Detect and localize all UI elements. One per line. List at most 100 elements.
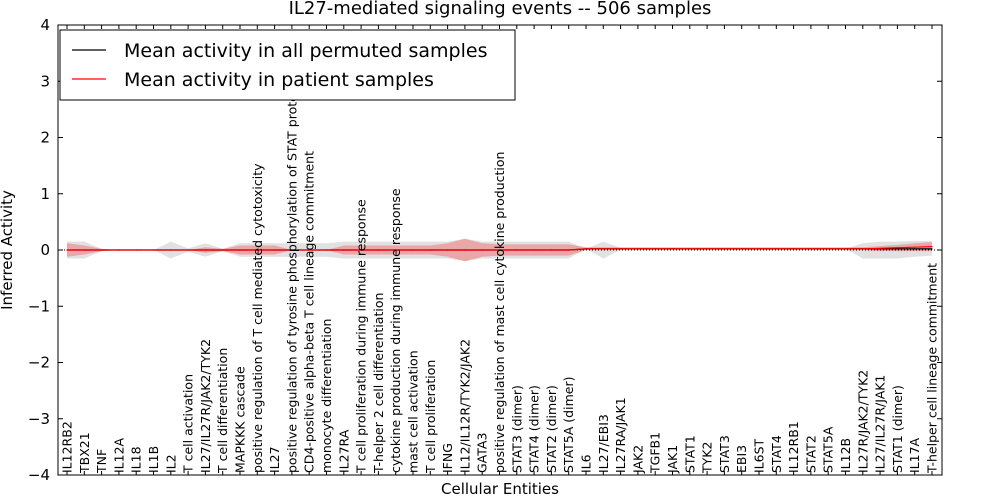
x-tick-label: TBX21 <box>77 432 92 474</box>
x-tick-label: IL27 <box>267 446 282 473</box>
x-tick-label: TYK2 <box>700 442 715 474</box>
patient-line-point <box>187 249 189 251</box>
x-tick-label: IL27/IL27R/JAK1 <box>873 375 888 473</box>
y-tick-label: −3 <box>28 410 50 428</box>
legend-label-patient: Mean activity in patient samples <box>124 69 434 91</box>
x-tick-label: TGFB1 <box>648 432 663 474</box>
x-tick-label: IL27/IL27R/JAK2/TYK2 <box>198 339 213 473</box>
patient-line-point <box>343 249 345 251</box>
legend-label-permuted: Mean activity in all permuted samples <box>124 40 487 62</box>
series-lines <box>66 246 933 251</box>
patient-line-point <box>204 249 206 251</box>
patient-line-point <box>377 249 379 251</box>
x-tick-label: STAT4 (dimer) <box>527 385 542 473</box>
x-tick-label: STAT4 <box>769 435 784 473</box>
patient-line-point <box>862 248 864 250</box>
patient-line-point <box>741 248 743 250</box>
x-tick-label: T-helper cell lineage commitment <box>925 263 940 474</box>
patient-line-point <box>274 249 276 251</box>
patient-line-point <box>533 249 535 251</box>
x-tick-label: IL27/EBI3 <box>596 414 611 473</box>
x-tick-label: T-helper 2 cell differentiation <box>371 293 386 474</box>
y-axis-ticks: −4 −3 −2 −1 0 1 2 3 4 <box>28 16 942 484</box>
x-tick-label: monocyte differentiation <box>319 319 334 473</box>
x-tick-label: IL2 <box>163 454 178 473</box>
patient-line-point <box>308 249 310 251</box>
y-tick-label: 1 <box>40 185 50 203</box>
patient-line-point <box>325 249 328 251</box>
patient-line-point <box>844 248 847 250</box>
patient-line-point <box>83 249 85 251</box>
patient-line-point <box>222 249 224 251</box>
x-tick-label: IL12RB1 <box>786 421 801 473</box>
x-tick-label: positive regulation of tyrosine phosphor… <box>284 83 299 473</box>
x-tick-label: STAT5A (dimer) <box>561 377 576 473</box>
legend-box <box>59 29 516 101</box>
patient-line-point <box>152 249 155 251</box>
patient-line-point <box>810 248 812 250</box>
x-tick-label: STAT3 (dimer) <box>509 385 524 473</box>
x-tick-label: STAT5A <box>821 426 836 473</box>
permuted-line-point <box>931 248 933 250</box>
patient-line-point <box>654 248 656 250</box>
x-tick-label: T cell proliferation during immune respo… <box>354 199 369 474</box>
patient-line-point <box>671 248 674 250</box>
patient-line-point <box>637 248 639 250</box>
patient-line-point <box>447 249 449 251</box>
patient-line-point <box>689 248 691 250</box>
x-tick-label: IL6ST <box>752 438 767 473</box>
x-tick-label: STAT1 <box>682 435 697 473</box>
x-tick-label: STAT2 <box>803 435 818 473</box>
x-tick-label: mast cell activation <box>406 350 421 473</box>
chart-title: IL27-mediated signaling events -- 506 sa… <box>289 0 712 19</box>
x-axis-ticks: IL12RB2 TBX21 TNF IL12A IL18 IL1B IL2 T cell ac… <box>60 25 940 475</box>
x-tick-label: IL17A <box>907 437 922 473</box>
y-tick-label: 4 <box>40 16 50 34</box>
y-axis-label: Inferred Activity <box>0 190 16 310</box>
y-tick-label: 0 <box>40 241 50 259</box>
patient-line-point <box>256 249 258 251</box>
x-tick-label: EBI3 <box>734 445 749 473</box>
patient-line-point <box>758 248 760 250</box>
x-tick-label: IL6 <box>579 454 594 473</box>
patient-line-point <box>170 249 172 251</box>
patient-line-point <box>896 247 899 249</box>
x-tick-label: IL12B <box>838 438 853 473</box>
patient-line-point <box>239 249 241 251</box>
patient-line-point <box>360 249 362 251</box>
patient-line-point <box>550 249 553 251</box>
y-tick-label: −1 <box>28 297 50 315</box>
x-tick-label: IL1B <box>146 446 161 473</box>
patient-line-point <box>498 249 501 251</box>
legend: Mean activity in all permuted samples Me… <box>59 29 516 101</box>
patient-line-point <box>516 249 518 251</box>
patient-line-point <box>879 247 881 249</box>
x-tick-label: JAK2 <box>630 445 645 474</box>
patient-line-point <box>101 249 103 251</box>
x-tick-label: TNF <box>94 449 109 474</box>
x-tick-label: MAPKKK cascade <box>233 366 248 473</box>
x-tick-label: IL12/IL12R/TYK2/JAK2 <box>457 339 472 473</box>
patient-line-point <box>585 248 587 250</box>
patient-line-point <box>827 248 829 250</box>
patient-line-point <box>793 248 795 250</box>
x-tick-label: positive regulation of T cell mediated c… <box>250 163 265 473</box>
x-tick-label: JAK1 <box>665 445 680 474</box>
patient-line-point <box>602 248 604 250</box>
patient-line-point <box>118 249 120 251</box>
x-tick-label: IL27RA <box>336 429 351 473</box>
patient-line-point <box>568 249 570 251</box>
y-tick-label: −2 <box>28 354 50 372</box>
x-tick-label: STAT1 (dimer) <box>890 385 905 473</box>
x-tick-label: T cell differentiation <box>215 348 230 474</box>
y-tick-label: −4 <box>28 466 50 484</box>
x-tick-label: GATA3 <box>475 433 490 473</box>
patient-line-point <box>412 249 414 251</box>
permuted-line-point <box>896 248 899 250</box>
x-axis-label: Cellular Entities <box>441 480 559 498</box>
x-tick-label: T cell activation <box>181 374 196 474</box>
patient-line-point <box>395 249 397 251</box>
x-tick-label: IL27RA/JAK1 <box>613 397 628 473</box>
permuted-line-point <box>914 248 916 250</box>
